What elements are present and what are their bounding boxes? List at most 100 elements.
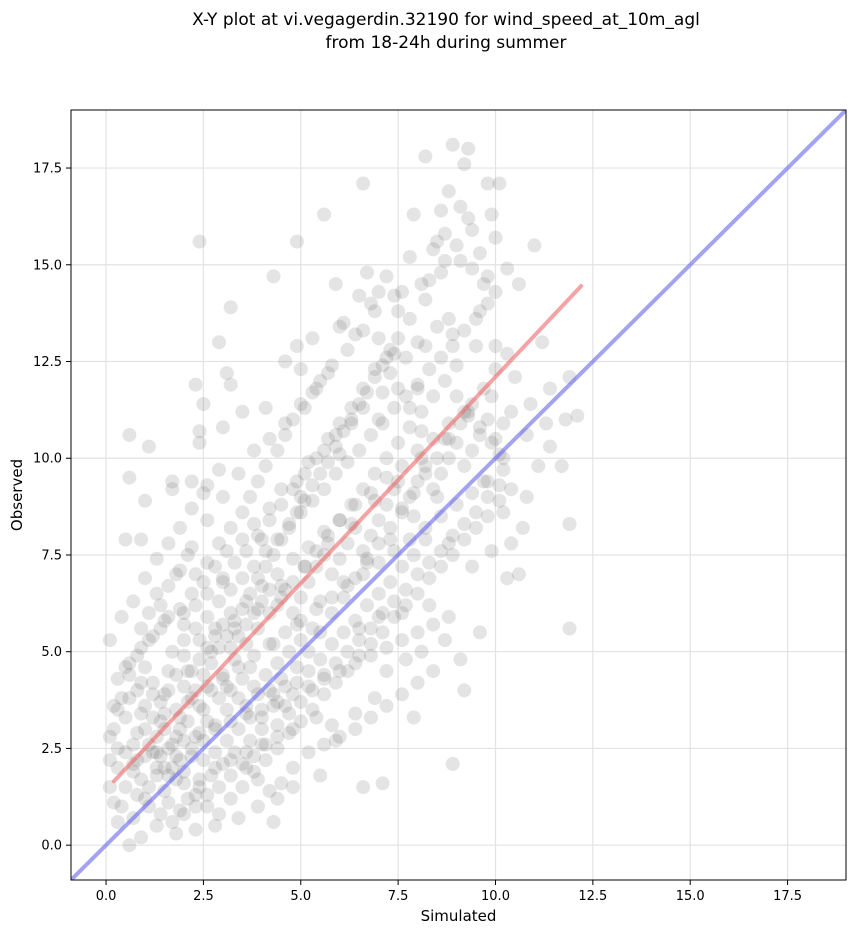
scatter-point xyxy=(348,722,363,737)
scatter-point xyxy=(457,532,472,547)
scatter-point xyxy=(254,702,269,717)
scatter-point xyxy=(106,795,121,810)
scatter-point xyxy=(511,277,526,292)
scatter-point xyxy=(188,799,203,814)
scatter-point xyxy=(496,505,511,520)
scatter-point xyxy=(157,613,172,628)
scatter-point xyxy=(457,517,472,531)
y-tick-label: 7.5 xyxy=(41,548,62,563)
chart-title-line-1: X-Y plot at vi.vegagerdin.32190 for wind… xyxy=(192,10,700,30)
scatter-point xyxy=(134,621,149,636)
scatter-point xyxy=(422,555,437,570)
scatter-point xyxy=(243,733,258,748)
scatter-point xyxy=(247,559,261,574)
scatter-point xyxy=(406,710,421,725)
scatter-point xyxy=(243,710,258,725)
scatter-point xyxy=(149,551,164,566)
scatter-point xyxy=(134,675,149,690)
scatter-point xyxy=(336,625,351,640)
scatter-point xyxy=(360,551,374,566)
scatter-point xyxy=(208,718,223,733)
scatter-point xyxy=(469,520,483,535)
scatter-point xyxy=(254,710,269,725)
scatter-point xyxy=(402,250,417,264)
scatter-point xyxy=(138,493,152,508)
scatter-point xyxy=(266,698,281,713)
scatter-point xyxy=(235,756,250,771)
scatter-point xyxy=(258,544,273,559)
scatter-point xyxy=(309,710,324,725)
scatter-point xyxy=(371,555,386,570)
scatter-point xyxy=(324,590,339,605)
scatter-point xyxy=(309,451,324,466)
scatter-point xyxy=(176,807,191,822)
scatter-point xyxy=(297,559,312,574)
scatter-point xyxy=(305,385,320,400)
scatter-point xyxy=(250,799,265,814)
scatter-point xyxy=(188,377,203,392)
scatter-point xyxy=(367,370,382,384)
scatter-point xyxy=(188,683,203,698)
scatter-point xyxy=(511,567,526,582)
scatter-point xyxy=(165,644,180,659)
scatter-point xyxy=(250,571,265,586)
scatter-point xyxy=(379,470,394,485)
scatter-point xyxy=(192,772,207,787)
y-axis-label: Observed xyxy=(8,459,26,531)
scatter-point xyxy=(523,397,538,412)
scatter-point xyxy=(332,319,347,334)
scatter-point xyxy=(324,637,339,651)
scatter-point xyxy=(570,408,585,423)
scatter-point xyxy=(215,671,230,686)
scatter-point xyxy=(262,582,277,597)
scatter-point xyxy=(488,339,503,353)
scatter-point xyxy=(379,497,394,512)
scatter-point xyxy=(149,586,164,601)
scatter-point xyxy=(215,489,230,504)
scatter-point xyxy=(223,520,238,535)
scatter-point xyxy=(500,261,515,276)
scatter-point xyxy=(321,528,335,543)
scatter-point xyxy=(410,474,425,489)
axis-ticks: 0.0 2.5 5.0 7.5 10.0 12.5 15.0 17.5 0.0 2.5 5.0 7.5… xyxy=(33,162,802,904)
scatter-point xyxy=(352,648,367,663)
scatter-point xyxy=(173,602,187,617)
scatter-point xyxy=(247,517,261,531)
scatter-point xyxy=(250,528,265,543)
scatter-point xyxy=(184,501,199,516)
scatter-point xyxy=(134,772,149,787)
scatter-point xyxy=(340,578,355,593)
x-tick-label: 2.5 xyxy=(193,889,214,904)
scatter-point xyxy=(293,695,308,709)
scatter-point xyxy=(313,652,328,667)
scatter-point xyxy=(465,486,480,501)
scatter-point xyxy=(243,660,258,675)
scatter-point xyxy=(328,466,343,481)
scatter-point xyxy=(278,416,293,431)
scatter-point xyxy=(141,606,156,620)
scatter-point xyxy=(293,633,308,648)
scatter-point xyxy=(165,482,180,497)
scatter-point xyxy=(340,455,355,470)
scatter-point xyxy=(332,416,347,431)
scatter-point xyxy=(223,300,238,315)
scatter-point xyxy=(286,760,300,775)
scatter-point xyxy=(247,606,261,620)
scatter-point xyxy=(278,698,293,713)
scatter-point xyxy=(558,412,573,427)
scatter-point xyxy=(212,462,226,477)
scatter-point xyxy=(449,435,464,450)
scatter-point xyxy=(527,238,542,253)
scatter-point xyxy=(375,385,390,400)
y-tick-label: 12.5 xyxy=(33,355,62,370)
scatter-point xyxy=(504,536,519,551)
scatter-point xyxy=(173,563,187,578)
scatter-point xyxy=(219,733,234,748)
scatter-point xyxy=(212,780,226,795)
scatter-point xyxy=(149,768,164,783)
scatter-point xyxy=(379,698,394,713)
scatter-point xyxy=(469,311,483,326)
scatter-point xyxy=(180,791,195,806)
scatter-point xyxy=(430,234,445,249)
scatter-point xyxy=(402,532,417,547)
